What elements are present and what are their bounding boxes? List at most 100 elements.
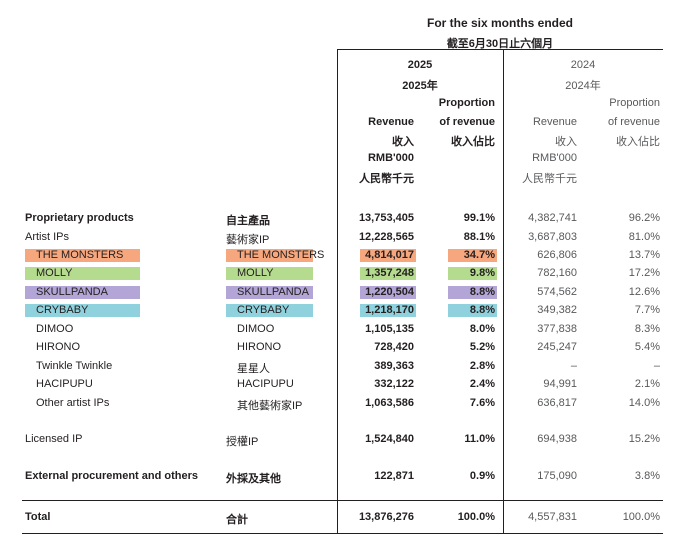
proportion-2024: 81.0%: [628, 231, 660, 243]
row-label-en: Other artist IPs: [36, 397, 110, 409]
revenue-2024-en: Revenue: [532, 116, 577, 128]
highlight-crybaby-en: [25, 304, 140, 317]
revenue-2025: 1,357,248: [365, 267, 414, 279]
total-bottom-rule: [22, 533, 663, 534]
highlight-molly-zh: [226, 267, 313, 280]
highlight-crybaby-pct: [448, 304, 497, 317]
row-label-en: SKULLPANDA: [36, 286, 108, 298]
row-label-zh: 外採及其他: [226, 473, 281, 485]
revenue-2024: 175,090: [537, 470, 577, 482]
proportion-2025: 0.9%: [469, 470, 495, 482]
revenue-2025: 1,524,840: [365, 433, 414, 445]
proportion-2024: –: [653, 360, 660, 372]
row-label-zh: 藝術家IP: [226, 234, 270, 246]
year-2025-zh: 2025年: [402, 80, 438, 92]
revenue-2024: 3,687,803: [528, 231, 577, 243]
proportion-2024: 96.2%: [628, 212, 660, 224]
proportion-2025: 8.8%: [469, 304, 495, 316]
revenue-2024-zh: 收入: [555, 136, 577, 148]
total-proportion-2025: 100.0%: [457, 511, 495, 523]
proportion-2025: 11.0%: [464, 433, 495, 445]
row-label-en: HIRONO: [36, 341, 80, 353]
row-label-en: Licensed IP: [25, 433, 83, 445]
row-label-zh: CRYBABY: [237, 304, 290, 316]
proportion-2025: 88.1%: [463, 231, 495, 243]
revenue-2024: 377,838: [537, 323, 577, 335]
row-label-en: Proprietary products: [25, 212, 134, 224]
row-label-en: Twinkle Twinkle: [36, 360, 113, 372]
unit-2025-en: RMB'000: [367, 152, 414, 164]
period-en: For the six months ended: [426, 16, 573, 30]
proportion-2025: 2.8%: [469, 360, 495, 372]
proportion-2025: 9.8%: [469, 267, 495, 279]
revenue-2024: 782,160: [537, 267, 577, 279]
unit-2024-en: RMB'000: [532, 152, 577, 164]
proportion-2024-line1: Proportion: [609, 97, 660, 109]
row-label-en: External procurement and others: [25, 470, 198, 482]
year-2025: 2025: [407, 59, 433, 71]
revenue-2024: 574,562: [537, 286, 577, 298]
row-label-zh: 授權IP: [226, 436, 259, 448]
proportion-2025: 2.4%: [469, 378, 495, 390]
proportion-2024: 15.2%: [628, 433, 660, 445]
unit-2024-zh: 人民幣千元: [522, 173, 577, 185]
revenue-2025: 1,105,135: [365, 323, 414, 335]
proportion-2024: 17.2%: [628, 267, 660, 279]
proportion-2025-zh: 收入佔比: [451, 136, 495, 148]
revenue-2025: 389,363: [374, 360, 414, 372]
row-label-zh: THE MONSTERS: [237, 249, 325, 261]
proportion-2025: 8.0%: [469, 323, 495, 335]
proportion-2024: 8.3%: [634, 323, 660, 335]
revenue-2025: 1,220,504: [365, 286, 414, 298]
revenue-2024: 349,382: [537, 304, 577, 316]
revenue-2024: –: [570, 360, 577, 372]
proportion-2024: 12.6%: [628, 286, 660, 298]
revenue-2025-zh: 收入: [392, 136, 414, 148]
revenue-2025: 4,814,017: [365, 249, 414, 261]
row-label-en: DIMOO: [36, 323, 74, 335]
revenue-2025: 728,420: [374, 341, 414, 353]
total-top-rule: [22, 500, 663, 501]
proportion-2024: 2.1%: [634, 378, 660, 390]
proportion-2024: 13.7%: [628, 249, 660, 261]
column-2025-left-rule: [337, 49, 338, 534]
highlight-skullpanda-pct: [448, 286, 497, 299]
row-label-zh: SKULLPANDA: [237, 286, 309, 298]
row-label-zh: DIMOO: [237, 323, 275, 335]
proportion-2025: 99.1%: [463, 212, 495, 224]
highlight-molly-rev: [360, 267, 416, 280]
proportion-2025-line1: Proportion: [438, 97, 495, 109]
revenue-2024: 4,382,741: [528, 212, 577, 224]
year-2024: 2024: [570, 59, 596, 71]
total-revenue-2025: 13,876,276: [358, 511, 414, 523]
revenue-2025: 12,228,565: [358, 231, 414, 243]
revenue-2025: 1,218,170: [365, 304, 414, 316]
proportion-2025: 7.6%: [469, 397, 495, 409]
proportion-2024: 5.4%: [634, 341, 660, 353]
unit-2025-zh: 人民幣千元: [359, 173, 414, 185]
proportion-2024-line2: of revenue: [608, 116, 660, 128]
highlight-skullpanda-en: [25, 286, 140, 299]
highlight-the-monsters-rev: [360, 249, 416, 262]
highlight-molly-pct: [448, 267, 497, 280]
row-label-zh: MOLLY: [237, 267, 274, 279]
total-proportion-2024: 100.0%: [622, 511, 660, 523]
proportion-2025-line2: of revenue: [439, 116, 495, 128]
row-label-zh: 星星人: [237, 363, 270, 375]
row-label-zh: 自主產品: [226, 215, 270, 227]
revenue-2025: 122,871: [374, 470, 414, 482]
row-label-en: HACIPUPU: [36, 378, 93, 390]
proportion-2024-zh: 收入佔比: [616, 136, 660, 148]
row-label-en: MOLLY: [36, 267, 73, 279]
proportion-2025: 8.8%: [469, 286, 495, 298]
highlight-the-monsters-zh: [226, 249, 313, 262]
proportion-2024: 7.7%: [634, 304, 660, 316]
row-label-en: CRYBABY: [36, 304, 89, 316]
proportion-2025: 34.7%: [463, 249, 495, 261]
header-top-rule: [337, 49, 663, 50]
revenue-2024: 626,806: [537, 249, 577, 261]
row-label-en: Artist IPs: [25, 231, 70, 243]
highlight-the-monsters-pct: [448, 249, 497, 262]
revenue-2024: 694,938: [537, 433, 577, 445]
highlight-skullpanda-rev: [360, 286, 416, 299]
